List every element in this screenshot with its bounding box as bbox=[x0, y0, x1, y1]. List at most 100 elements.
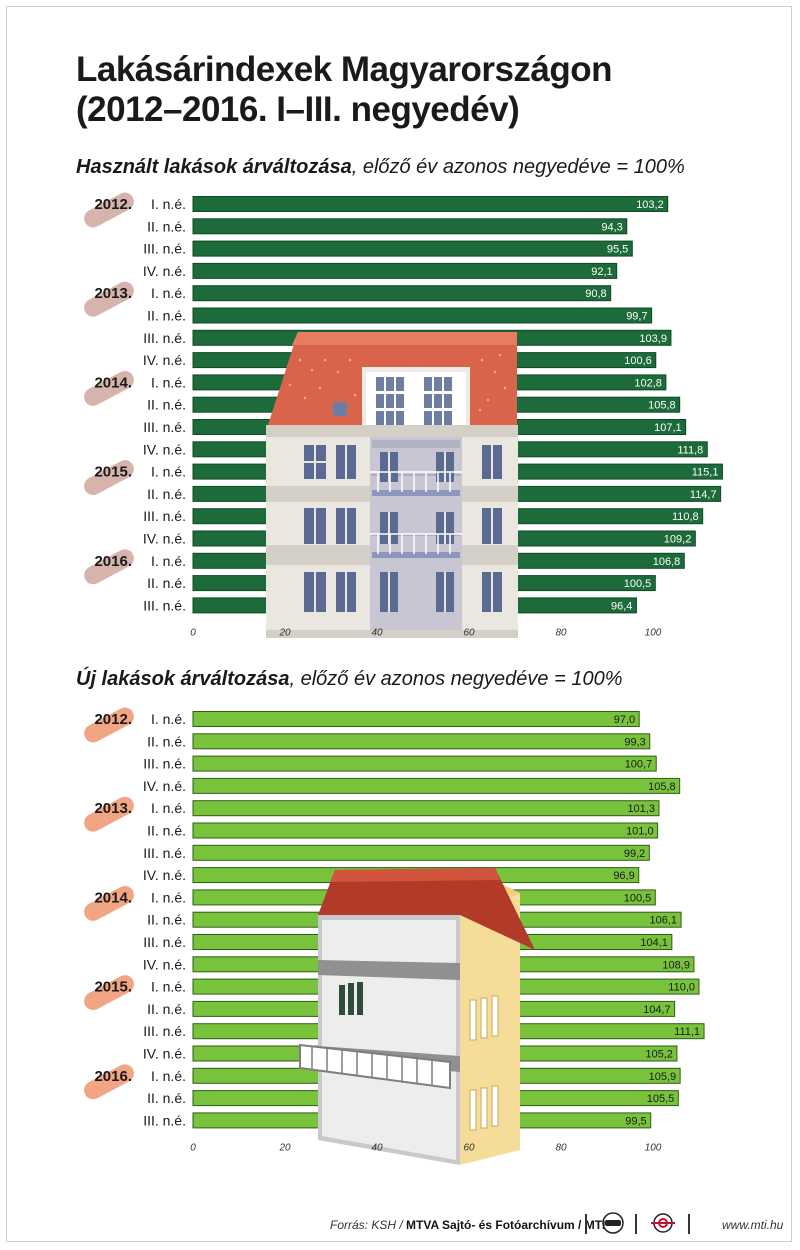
year-pill bbox=[84, 460, 134, 496]
quarter-label: III. n.é. bbox=[143, 845, 186, 861]
year-pill bbox=[84, 281, 134, 317]
year-pill bbox=[84, 192, 134, 228]
quarter-label: II. n.é. bbox=[147, 912, 186, 928]
page-title: Lakásárindexek Magyarországon (2012–2016… bbox=[76, 50, 613, 130]
year-pill bbox=[84, 707, 134, 743]
bar-value-label: 94,3 bbox=[601, 221, 622, 233]
quarter-label: II. n.é. bbox=[147, 1001, 186, 1017]
quarter-label: III. n.é. bbox=[143, 241, 186, 257]
website-link[interactable]: www.mti.hu bbox=[722, 1218, 784, 1232]
bar-value-label: 103,2 bbox=[636, 199, 664, 211]
bar-value-label: 109,2 bbox=[664, 534, 692, 546]
quarter-label: II. n.é. bbox=[147, 486, 186, 502]
year-label: 2015. bbox=[94, 979, 132, 996]
quarter-label: III. n.é. bbox=[143, 1023, 186, 1039]
chart1-x-axis: 0 20 40 60 80 100 bbox=[190, 627, 662, 638]
year-label: 2014. bbox=[94, 374, 132, 391]
bar-value-label: 115,1 bbox=[692, 467, 719, 479]
x-tick-label: 0 bbox=[190, 1142, 196, 1153]
mtva-logo-icon bbox=[602, 1212, 624, 1234]
bar-value-label: 96,4 bbox=[611, 600, 632, 612]
bar-value-label: 102,8 bbox=[634, 377, 662, 389]
bar-value-label: 97,0 bbox=[614, 714, 635, 726]
bar-value-label: 95,5 bbox=[607, 244, 628, 256]
year-label: 2012. bbox=[94, 196, 132, 213]
quarter-label: I. n.é. bbox=[151, 464, 186, 480]
year-label: 2015. bbox=[94, 464, 132, 481]
bar bbox=[192, 777, 681, 794]
quarter-label: II. n.é. bbox=[147, 308, 186, 324]
year-pill bbox=[84, 975, 134, 1011]
bar-value-label: 92,1 bbox=[591, 266, 612, 278]
source-label: Forrás: KSH / bbox=[330, 1218, 407, 1232]
x-tick-label: 0 bbox=[190, 627, 196, 638]
bar-value-label: 100,5 bbox=[624, 892, 652, 904]
year-pill bbox=[84, 885, 134, 921]
x-tick-label: 100 bbox=[645, 1142, 662, 1153]
quarter-label: III. n.é. bbox=[143, 508, 186, 524]
bar bbox=[192, 218, 628, 235]
house-illustration bbox=[299, 868, 535, 1165]
quarter-label: I. n.é. bbox=[151, 553, 186, 569]
bar-value-label: 108,9 bbox=[662, 959, 690, 971]
quarter-label: I. n.é. bbox=[151, 979, 186, 995]
chart1-subtitle-rest: , előző év azonos negyedéve = 100% bbox=[351, 156, 685, 178]
year-label: 2013. bbox=[94, 800, 132, 817]
quarter-label: I. n.é. bbox=[151, 1068, 186, 1084]
bar-value-label: 105,8 bbox=[648, 781, 676, 793]
chart2-subtitle-bold: Új lakások árváltozása bbox=[76, 668, 290, 690]
title-line-2: (2012–2016. I–III. negyedév) bbox=[76, 90, 520, 129]
new-flats-bar-chart: 97,0 I. n.é. 99,3 II. n.é. 100,7 III. n.é. 105… bbox=[84, 707, 705, 1165]
quarter-label: I. n.é. bbox=[151, 800, 186, 816]
footer-separator bbox=[585, 1214, 587, 1234]
quarter-label: II. n.é. bbox=[147, 733, 186, 749]
bar-value-label: 106,1 bbox=[650, 915, 678, 927]
bar-value-label: 90,8 bbox=[585, 288, 606, 300]
quarter-label: I. n.é. bbox=[151, 711, 186, 727]
bar bbox=[192, 196, 669, 212]
x-tick-label: 60 bbox=[463, 1142, 475, 1153]
quarter-label: IV. n.é. bbox=[143, 778, 186, 794]
quarter-label: II. n.é. bbox=[147, 575, 186, 591]
quarter-label: I. n.é. bbox=[151, 196, 186, 212]
bar-value-label: 101,0 bbox=[626, 826, 654, 838]
bar-value-label: 101,3 bbox=[627, 803, 655, 815]
x-tick-label: 40 bbox=[371, 1142, 383, 1153]
bar-value-label: 96,9 bbox=[613, 870, 634, 882]
year-label: 2016. bbox=[94, 553, 132, 570]
source-credit: Forrás: KSH / MTVA Sajtó- és Fotóarchívu… bbox=[330, 1218, 605, 1232]
source-bold: MTVA Sajtó- és Fotóarchívum / MTI bbox=[406, 1218, 606, 1232]
bar bbox=[192, 711, 640, 727]
bar bbox=[192, 307, 653, 324]
quarter-label: IV. n.é. bbox=[143, 956, 186, 972]
footer: Forrás: KSH / MTVA Sajtó- és Fotóarchívu… bbox=[330, 1212, 785, 1236]
bar-value-label: 104,7 bbox=[643, 1004, 671, 1016]
chart1-labels: 103,2 I. n.é. 94,3 II. n.é. 95,5 III. n.é. 92,… bbox=[94, 196, 718, 613]
chart2-labels: 97,0 I. n.é. 99,3 II. n.é. 100,7 III. n.é. 105… bbox=[94, 711, 700, 1128]
mti-logo-icon bbox=[651, 1213, 675, 1233]
bar-value-label: 100,5 bbox=[624, 578, 652, 590]
bar-value-label: 105,5 bbox=[647, 1093, 675, 1105]
quarter-label: II. n.é. bbox=[147, 1090, 186, 1106]
infographic-frame bbox=[6, 6, 792, 1242]
chart2-subtitle-rest: , előző év azonos negyedéve = 100% bbox=[289, 668, 623, 690]
bar-value-label: 104,1 bbox=[640, 937, 668, 949]
x-tick-label: 20 bbox=[278, 1142, 291, 1153]
quarter-label: IV. n.é. bbox=[143, 867, 186, 883]
used-flats-bar-chart: 103,2 I. n.é. 94,3 II. n.é. 95,5 III. n.é. 92,… bbox=[84, 192, 723, 638]
quarter-label: IV. n.é. bbox=[143, 263, 186, 279]
quarter-label: III. n.é. bbox=[143, 756, 186, 772]
building-illustration bbox=[266, 332, 518, 638]
x-tick-label: 100 bbox=[645, 627, 662, 638]
bar bbox=[192, 800, 660, 817]
bar bbox=[192, 262, 618, 279]
quarter-label: I. n.é. bbox=[151, 374, 186, 390]
bar-value-label: 111,1 bbox=[674, 1026, 700, 1038]
bar-value-label: 99,3 bbox=[624, 736, 645, 748]
x-tick-label: 20 bbox=[278, 627, 291, 638]
footer-separator bbox=[635, 1214, 637, 1234]
year-pill bbox=[84, 370, 134, 406]
quarter-label: IV. n.é. bbox=[143, 1046, 186, 1062]
quarter-label: III. n.é. bbox=[143, 934, 186, 950]
bar bbox=[192, 240, 633, 257]
